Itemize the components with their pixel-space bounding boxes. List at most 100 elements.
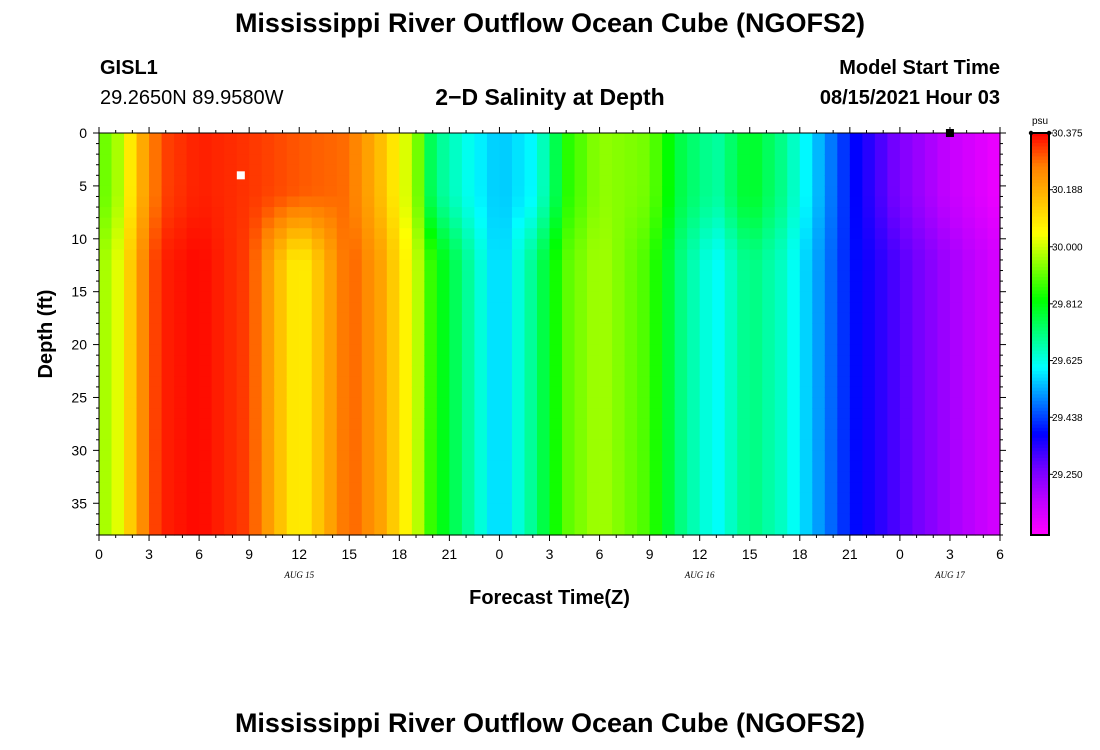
heatmap-cell [774, 439, 788, 451]
heatmap-cell [174, 154, 188, 166]
heatmap-cell [712, 312, 726, 325]
x-tick-label: 6 [596, 546, 604, 562]
heatmap-cell [249, 228, 263, 240]
heatmap-cell [787, 238, 801, 250]
heatmap-cell [149, 164, 163, 176]
colorbar-label: 29.250 [1052, 470, 1083, 481]
heatmap-cell [211, 207, 225, 219]
heatmap-cell [486, 259, 501, 272]
heatmap-cell [787, 217, 801, 229]
heatmap-cell [461, 312, 476, 325]
heatmap-cell [211, 312, 225, 325]
heatmap-cell [624, 355, 638, 367]
heatmap-cell [562, 259, 576, 272]
heatmap-cell [774, 386, 788, 399]
heatmap-cell [549, 164, 563, 176]
heatmap-cell [361, 450, 375, 462]
heatmap-cell [674, 365, 688, 377]
heatmap-cell [724, 143, 738, 155]
heatmap-cell [211, 249, 225, 261]
heatmap-cell [286, 376, 300, 388]
heatmap-cell [762, 482, 776, 494]
heatmap-cell [624, 302, 638, 314]
heatmap-cell [374, 376, 388, 388]
heatmap-cell [787, 164, 801, 176]
heatmap-cell [449, 460, 463, 473]
heatmap-cell [336, 312, 350, 325]
heatmap-cell [249, 450, 263, 462]
heatmap-cell [949, 355, 964, 367]
colorbar-segment [1031, 203, 1049, 208]
colorbar-segment [1031, 384, 1049, 389]
heatmap-cell [649, 259, 663, 272]
heatmap-cell [849, 249, 863, 261]
heatmap-cell [236, 513, 250, 526]
heatmap-cell [111, 323, 125, 335]
colorbar-segment [1031, 444, 1049, 449]
heatmap-cell [849, 408, 863, 420]
heatmap-cell [324, 450, 338, 462]
heatmap-cell [486, 281, 501, 293]
heatmap-cell [286, 281, 300, 293]
heatmap-cell [724, 344, 738, 356]
heatmap-cell [962, 259, 976, 272]
heatmap-cell [874, 259, 888, 272]
heatmap-cell [211, 460, 225, 473]
heatmap-cell [824, 365, 838, 377]
heatmap-cell [211, 323, 225, 335]
heatmap-cell [962, 302, 976, 314]
heatmap-cell [524, 397, 538, 409]
heatmap-cell [762, 344, 776, 356]
heatmap-cell [249, 175, 263, 187]
heatmap-cell [261, 365, 275, 377]
heatmap-cell [124, 312, 138, 325]
heatmap-cell [837, 429, 851, 441]
heatmap-cell [136, 365, 150, 377]
heatmap-cell [174, 228, 188, 240]
heatmap-cell [712, 302, 726, 314]
heatmap-cell [349, 185, 363, 198]
heatmap-cell [124, 217, 138, 229]
heatmap-cell [136, 429, 150, 441]
heatmap-cell [599, 492, 613, 504]
heatmap-cell [649, 355, 663, 367]
heatmap-cell [524, 281, 538, 293]
heatmap-cell [799, 344, 813, 356]
heatmap-cell [687, 397, 701, 409]
heatmap-cell [812, 429, 826, 441]
heatmap-cell [311, 344, 325, 356]
heatmap-cell [987, 196, 1001, 208]
colorbar-segment [1031, 136, 1049, 141]
heatmap-cell [336, 355, 350, 367]
heatmap-cell [124, 334, 138, 346]
heatmap-cell [111, 238, 125, 250]
heatmap-cell [149, 228, 163, 240]
colorbar-segment [1031, 240, 1049, 245]
heatmap-cell [149, 259, 163, 272]
heatmap-cell [399, 397, 413, 409]
heatmap-cell [386, 312, 400, 325]
heatmap-cell [236, 164, 250, 176]
heatmap-cell [486, 408, 501, 420]
heatmap-cell [987, 503, 1001, 515]
heatmap-cell [599, 302, 613, 314]
heatmap-cell [324, 376, 338, 388]
heatmap-cell [536, 429, 551, 441]
colorbar-segment [1031, 474, 1049, 479]
heatmap-cell [436, 492, 450, 504]
heatmap-cell [862, 471, 876, 483]
heatmap-cell [249, 249, 263, 261]
heatmap-cell [136, 376, 150, 388]
date-label: AUG 16 [684, 570, 715, 580]
heatmap-cell [887, 281, 901, 293]
heatmap-cell [349, 397, 363, 409]
heatmap-cell [386, 429, 400, 441]
heatmap-cell [186, 460, 200, 473]
heatmap-cell [987, 344, 1001, 356]
heatmap-cell [474, 185, 488, 198]
heatmap-cell [962, 312, 976, 325]
heatmap-cell [749, 429, 763, 441]
heatmap-cell [336, 460, 350, 473]
heatmap-cell [336, 408, 350, 420]
heatmap-cell [124, 249, 138, 261]
